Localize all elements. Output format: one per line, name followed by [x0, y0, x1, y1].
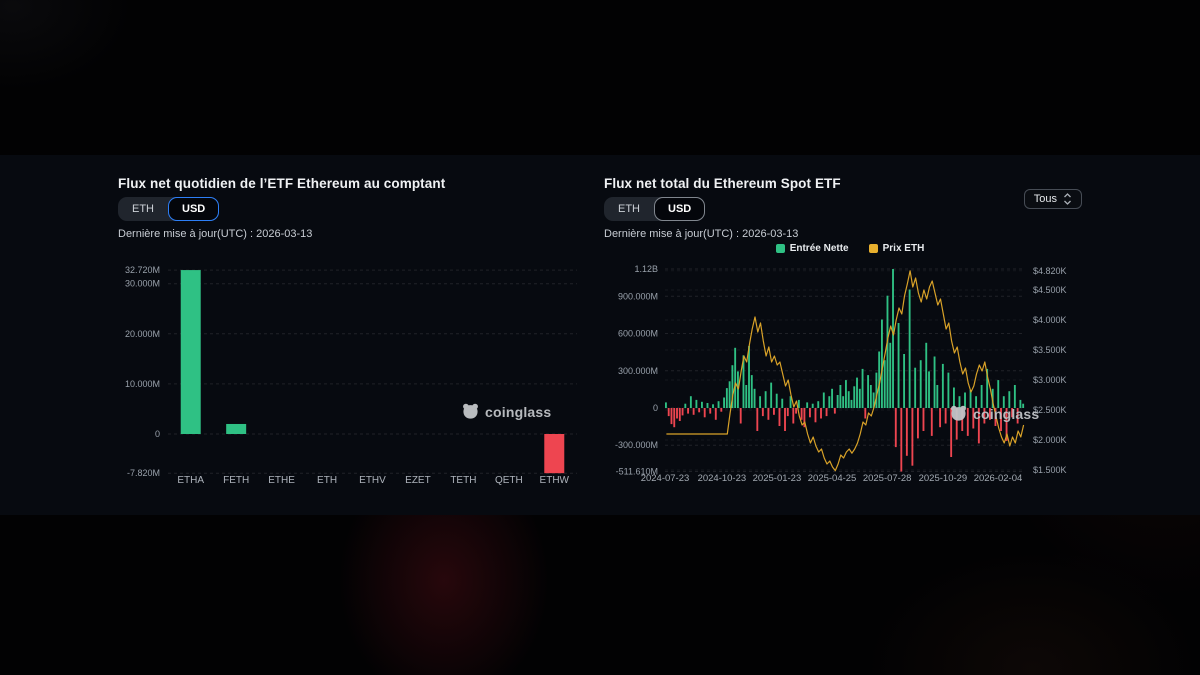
- svg-text:2025-07-28: 2025-07-28: [863, 473, 912, 484]
- svg-text:-7.820M: -7.820M: [127, 468, 160, 478]
- svg-text:$2.000K: $2.000K: [1033, 435, 1067, 445]
- svg-text:32.720M: 32.720M: [125, 265, 160, 275]
- coinglass-panda-icon: [463, 403, 478, 419]
- left-eth-toggle-button[interactable]: ETH: [118, 197, 168, 221]
- netflow-legend-label: Entrée Nette: [789, 243, 849, 254]
- svg-text:TETH: TETH: [450, 475, 476, 486]
- svg-text:$4.500K: $4.500K: [1033, 285, 1067, 295]
- left-chart-title: Flux net quotidien de l’ETF Ethereum au …: [118, 176, 446, 191]
- chart-legend: Entrée Nette Prix ETH: [604, 243, 1096, 254]
- left-chart-canvas[interactable]: 32.720M 30.000M 20.000M 10.000M 0 -7.820M ETHA…: [118, 256, 588, 491]
- svg-text:ETHV: ETHV: [359, 475, 386, 486]
- svg-text:$4.000K: $4.000K: [1033, 315, 1067, 325]
- total-netflow-card: Flux net total du Ethereum Spot ETF Tous…: [604, 176, 1096, 506]
- right-chart-canvas[interactable]: 1.12B 900.000M 600.000M 300.000M 0 -300.000M -…: [604, 256, 1096, 491]
- svg-text:20.000M: 20.000M: [125, 329, 160, 339]
- svg-text:0: 0: [155, 429, 160, 439]
- svg-text:2024-07-23: 2024-07-23: [641, 473, 690, 484]
- svg-text:900.000M: 900.000M: [618, 291, 658, 301]
- svg-text:0: 0: [653, 403, 658, 413]
- right-watermark-label: coinglass: [973, 405, 1040, 422]
- svg-text:2025-01-23: 2025-01-23: [753, 473, 802, 484]
- svg-text:10.000M: 10.000M: [125, 379, 160, 389]
- svg-text:-300.000M: -300.000M: [615, 440, 658, 450]
- left-watermark-label: coinglass: [485, 403, 552, 420]
- svg-text:$3.500K: $3.500K: [1033, 345, 1067, 355]
- range-select[interactable]: Tous: [1023, 189, 1082, 209]
- svg-text:600.000M: 600.000M: [618, 329, 658, 339]
- svg-text:2025-10-29: 2025-10-29: [919, 473, 968, 484]
- svg-text:FETH: FETH: [223, 475, 249, 486]
- svg-text:2025-04-25: 2025-04-25: [808, 473, 857, 484]
- left-usd-toggle-button[interactable]: USD: [168, 197, 220, 221]
- right-watermark: coinglass: [950, 405, 1039, 422]
- svg-text:1.12B: 1.12B: [634, 264, 658, 274]
- svg-text:ETHE: ETHE: [268, 475, 295, 486]
- daily-netflow-card: Flux net quotidien de l’ETF Ethereum au …: [118, 176, 588, 506]
- svg-text:QETH: QETH: [495, 475, 523, 486]
- legend-item-netflow[interactable]: Entrée Nette: [775, 243, 849, 254]
- right-chart-title: Flux net total du Ethereum Spot ETF: [604, 176, 841, 191]
- svg-text:2024-10-23: 2024-10-23: [698, 473, 747, 484]
- legend-item-price[interactable]: Prix ETH: [868, 243, 925, 254]
- price-legend-label: Prix ETH: [882, 243, 925, 254]
- left-watermark: coinglass: [462, 403, 551, 420]
- svg-text:$4.820K: $4.820K: [1033, 266, 1067, 276]
- svg-text:-511.610M: -511.610M: [616, 467, 658, 477]
- netflow-swatch: [775, 244, 785, 253]
- price-swatch: [868, 244, 878, 253]
- svg-text:ETH: ETH: [317, 475, 337, 486]
- left-currency-toggle: ETH USD: [118, 197, 220, 221]
- svg-text:ETHA: ETHA: [177, 475, 204, 486]
- range-select-value: Tous: [1033, 193, 1057, 205]
- svg-text:$2.500K: $2.500K: [1033, 405, 1067, 415]
- svg-text:ETHW: ETHW: [540, 475, 570, 486]
- right-eth-toggle-button[interactable]: ETH: [604, 197, 654, 221]
- svg-text:30.000M: 30.000M: [125, 279, 160, 289]
- svg-text:$3.000K: $3.000K: [1033, 375, 1067, 385]
- right-currency-toggle: ETH USD: [604, 197, 706, 221]
- updown-chevrons-icon: [1064, 193, 1071, 205]
- right-chart-plot[interactable]: 1.12B 900.000M 600.000M 300.000M 0 -300.000M -…: [604, 256, 1096, 491]
- left-chart-plot[interactable]: 32.720M 30.000M 20.000M 10.000M 0 -7.820M ETHA…: [118, 256, 588, 491]
- svg-text:EZET: EZET: [405, 475, 431, 486]
- svg-text:2026-02-04: 2026-02-04: [974, 473, 1023, 484]
- left-last-updated: Dernière mise à jour(UTC) : 2026-03-13: [118, 228, 313, 240]
- svg-text:$1.500K: $1.500K: [1033, 465, 1067, 475]
- svg-text:300.000M: 300.000M: [618, 366, 658, 376]
- coinglass-panda-icon: [951, 405, 966, 421]
- right-usd-toggle-button[interactable]: USD: [654, 197, 706, 221]
- right-last-updated: Dernière mise à jour(UTC) : 2026-03-13: [604, 228, 799, 240]
